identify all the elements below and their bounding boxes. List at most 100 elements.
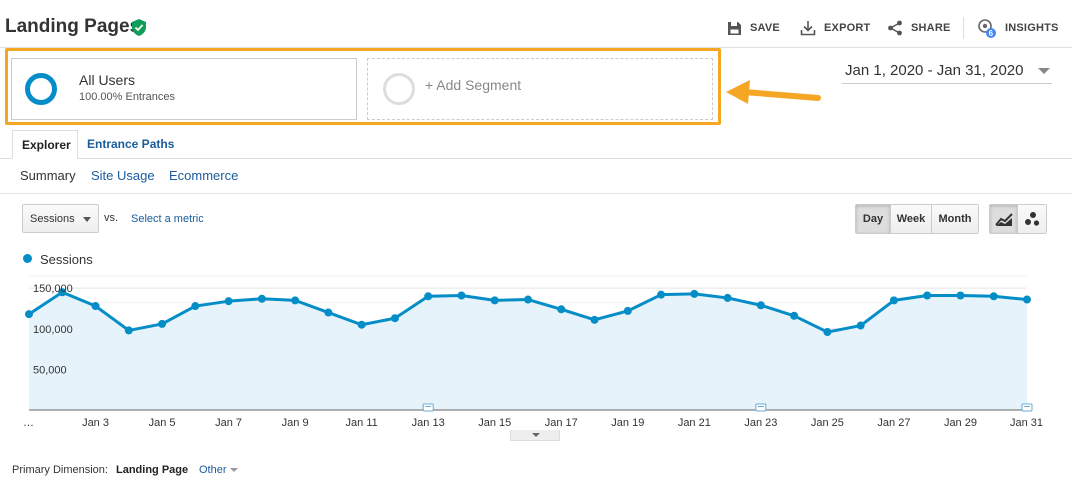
annotation-arrow-icon [726, 80, 821, 104]
segment-ring-icon [25, 73, 57, 105]
add-segment-label: + Add Segment [425, 77, 522, 93]
month-button[interactable]: Month [932, 205, 978, 233]
subtab-site-usage[interactable]: Site Usage [91, 168, 155, 183]
metric-selected: Sessions [30, 213, 75, 225]
period-toggle: Day Week Month [855, 204, 979, 234]
chart-type-toggle [989, 204, 1047, 234]
x-tick-label: Jan 31 [1010, 417, 1043, 429]
annotation-marker [1021, 403, 1033, 412]
data-point [657, 290, 666, 299]
line-chart-icon [994, 213, 1013, 226]
subtabs-divider [0, 193, 1072, 194]
data-point [158, 319, 167, 328]
tab-explorer[interactable]: Explorer [12, 130, 78, 159]
chevron-down-icon [83, 217, 91, 222]
data-point [324, 308, 333, 317]
chevron-down-icon [1038, 68, 1050, 74]
data-point [623, 306, 632, 315]
data-point [723, 293, 732, 302]
x-tick-label: Jan 7 [215, 417, 242, 429]
share-button[interactable]: SHARE [887, 18, 951, 38]
sessions-chart: 150,000 100,000 50,000 … Jan 3 Jan 5 Jan 7 Jan … [23, 275, 1043, 429]
week-button[interactable]: Week [891, 205, 932, 233]
empty-segment-ring-icon [383, 73, 415, 105]
x-tick-label: Jan 3 [82, 417, 109, 429]
data-point [291, 296, 300, 305]
segment-all-users[interactable] [11, 58, 357, 120]
segment-detail: 100.00% Entrances [79, 91, 176, 103]
x-tick-label: Jan 15 [478, 417, 511, 429]
save-icon [728, 21, 741, 35]
data-point [690, 289, 699, 298]
download-icon [800, 21, 816, 36]
chevron-down-icon [230, 468, 238, 472]
y-tick-label: 100,000 [33, 324, 73, 336]
bubble-chart-icon [1025, 212, 1040, 226]
export-button[interactable]: EXPORT [800, 18, 870, 38]
header-bar: Landing Pages SAVE EXPORT SHARE [0, 0, 1072, 48]
data-point [524, 295, 532, 304]
add-segment-button[interactable] [367, 58, 713, 120]
insights-button[interactable]: 6 INSIGHTS [977, 18, 1059, 38]
data-point [889, 296, 898, 305]
primary-dimension-label: Primary Dimension: [12, 464, 108, 476]
data-point [58, 288, 67, 297]
metric-dropdown[interactable]: Sessions [22, 204, 99, 233]
verified-shield-icon [132, 19, 146, 36]
legend-swatch [23, 254, 32, 263]
x-tick-label: Jan 27 [877, 417, 910, 429]
data-point [823, 328, 832, 337]
legend-label: Sessions [40, 252, 93, 267]
data-point [257, 294, 266, 303]
date-range-picker[interactable]: Jan 1, 2020 - Jan 31, 2020 [842, 56, 1052, 84]
expand-chart-toggle[interactable] [510, 430, 560, 441]
day-button[interactable]: Day [856, 205, 891, 233]
segment-highlight-box [5, 48, 721, 125]
page-title: Landing Pages [5, 16, 141, 37]
annotation-marker [422, 403, 434, 412]
x-tick-label: Jan 13 [412, 417, 445, 429]
x-tick-label: Jan 21 [678, 417, 711, 429]
x-tick-label: Jan 23 [744, 417, 777, 429]
insights-icon: 6 [978, 19, 996, 38]
x-tick-label: Jan 25 [811, 417, 844, 429]
save-button[interactable]: SAVE [727, 18, 780, 38]
motion-chart-button[interactable] [1018, 205, 1046, 233]
x-tick-label: Jan 5 [149, 417, 176, 429]
data-point [191, 302, 200, 311]
tabs-divider [0, 158, 1072, 159]
primary-dimension-value[interactable]: Landing Page [116, 464, 189, 476]
data-point [390, 314, 399, 323]
subtab-summary[interactable]: Summary [20, 168, 76, 183]
series-area [29, 292, 1027, 410]
save-label: SAVE [750, 22, 780, 34]
x-tick-label: Jan 9 [282, 417, 309, 429]
date-range-text: Jan 1, 2020 - Jan 31, 2020 [845, 62, 1024, 79]
select-metric-link[interactable]: Select a metric [131, 213, 204, 225]
segment-name: All Users [79, 72, 136, 88]
data-point [557, 305, 566, 314]
export-label: EXPORT [824, 22, 871, 34]
tab-entrance-paths[interactable]: Entrance Paths [87, 137, 175, 151]
data-point [790, 311, 799, 320]
data-point [25, 310, 33, 319]
subtab-ecommerce[interactable]: Ecommerce [169, 168, 239, 183]
data-point [756, 301, 765, 310]
data-point [856, 321, 865, 330]
annotation-marker [755, 403, 767, 412]
line-chart-button[interactable] [990, 205, 1019, 233]
x-tick-label: Jan 11 [346, 417, 378, 429]
x-tick-label: Jan 17 [545, 417, 578, 429]
data-point [490, 296, 499, 305]
insights-label: INSIGHTS [1005, 22, 1059, 34]
x-tick-label: Jan 29 [944, 417, 977, 429]
toolbar-divider [963, 17, 964, 39]
data-point [457, 291, 466, 300]
other-dimension-dropdown[interactable]: Other [199, 464, 227, 476]
share-icon [888, 20, 902, 36]
insights-badge: 6 [989, 29, 994, 38]
x-tick-label: … [23, 417, 34, 429]
data-point [923, 291, 932, 300]
data-point [224, 297, 233, 306]
y-tick-label: 50,000 [33, 364, 67, 376]
